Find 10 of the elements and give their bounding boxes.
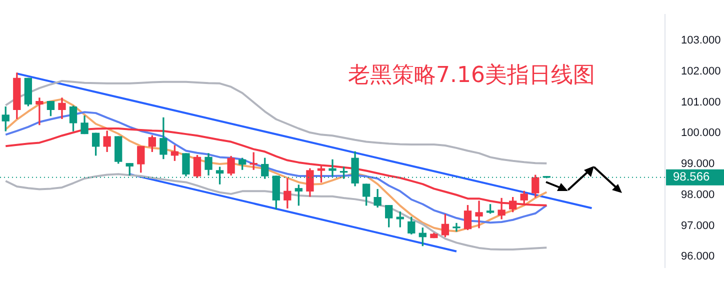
y-tick-label: 97.000 <box>681 220 715 232</box>
y-tick-label: 100.000 <box>681 127 721 140</box>
y-tick-label: 103.000 <box>681 34 721 47</box>
y-tick-label: 102.000 <box>681 65 721 78</box>
y-tick-label: 99.000 <box>681 158 715 170</box>
y-tick-label: 98.000 <box>681 188 715 201</box>
text: 老黑策略7.16美指日线图 <box>348 62 595 90</box>
y-tick-label: 96.000 <box>681 250 715 263</box>
ref-line-label: 98.566 <box>673 170 710 184</box>
y-tick-label: 101.000 <box>681 96 721 108</box>
